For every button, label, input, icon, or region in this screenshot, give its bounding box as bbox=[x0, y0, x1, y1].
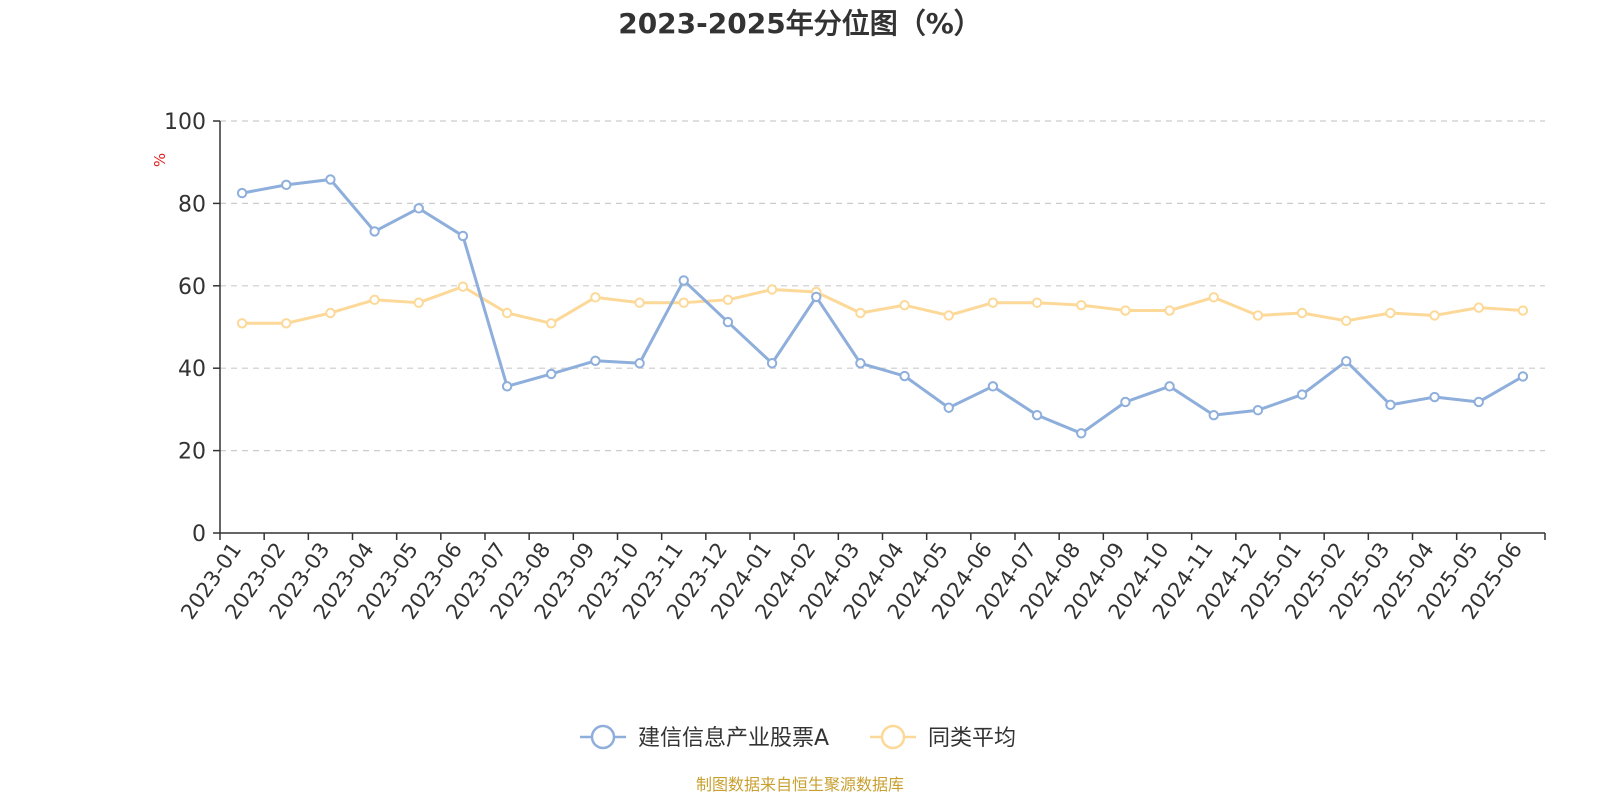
data-point[interactable] bbox=[1429, 391, 1440, 403]
legend-label: 建信信息产业股票A bbox=[638, 726, 829, 751]
data-point[interactable] bbox=[855, 307, 866, 319]
data-point[interactable] bbox=[590, 355, 601, 366]
series-0 bbox=[236, 174, 1529, 439]
data-point[interactable] bbox=[369, 226, 380, 237]
data-point[interactable] bbox=[1296, 307, 1308, 319]
data-point[interactable] bbox=[1385, 399, 1396, 411]
legend-marker bbox=[590, 724, 616, 750]
data-point[interactable] bbox=[987, 381, 999, 392]
data-point[interactable] bbox=[766, 284, 778, 295]
data-point[interactable] bbox=[1164, 305, 1175, 316]
data-point[interactable] bbox=[634, 297, 645, 308]
y-tick-label: 20 bbox=[178, 440, 206, 465]
data-point[interactable] bbox=[236, 187, 248, 199]
data-point[interactable] bbox=[413, 203, 424, 214]
data-point[interactable] bbox=[501, 307, 513, 319]
data-point[interactable] bbox=[590, 292, 601, 303]
data-point[interactable] bbox=[457, 281, 469, 292]
legend-item-0[interactable]: 建信信息产业股票A bbox=[580, 724, 829, 751]
y-tick-label: 0 bbox=[192, 522, 206, 547]
data-point[interactable] bbox=[1517, 305, 1529, 316]
data-point[interactable] bbox=[325, 307, 336, 319]
legend-marker bbox=[880, 724, 906, 750]
y-tick-label: 40 bbox=[178, 357, 206, 382]
data-point[interactable] bbox=[722, 294, 734, 306]
legend-item-1[interactable]: 同类平均 bbox=[870, 724, 1016, 751]
data-point[interactable] bbox=[1120, 396, 1131, 408]
y-tick-label: 80 bbox=[178, 192, 206, 217]
data-point[interactable] bbox=[1076, 299, 1087, 311]
data-point[interactable] bbox=[811, 291, 822, 303]
legend: 建信信息产业股票A 同类平均 bbox=[580, 724, 1016, 751]
data-point[interactable] bbox=[546, 318, 557, 329]
data-point[interactable] bbox=[236, 318, 248, 329]
legend-label: 同类平均 bbox=[928, 726, 1016, 751]
data-point[interactable] bbox=[1341, 355, 1352, 367]
data-point[interactable] bbox=[943, 310, 954, 321]
data-point[interactable] bbox=[1517, 371, 1529, 382]
data-point[interactable] bbox=[457, 230, 469, 242]
data-point[interactable] bbox=[1164, 381, 1175, 392]
data-point[interactable] bbox=[413, 297, 424, 308]
series-line bbox=[241, 178, 1524, 435]
y-axis-unit-label: % bbox=[151, 153, 169, 167]
data-point[interactable] bbox=[1429, 310, 1440, 321]
data-point[interactable] bbox=[1473, 302, 1484, 313]
source-note: 制图数据来自恒生聚源数据库 bbox=[696, 775, 904, 794]
data-point[interactable] bbox=[678, 275, 689, 286]
data-point[interactable] bbox=[1076, 428, 1087, 439]
data-point[interactable] bbox=[369, 294, 380, 306]
data-point[interactable] bbox=[1031, 409, 1043, 421]
data-point[interactable] bbox=[1208, 292, 1219, 303]
data-point[interactable] bbox=[987, 297, 999, 308]
y-tick-label: 60 bbox=[178, 275, 206, 300]
data-point[interactable] bbox=[546, 368, 557, 380]
data-point[interactable] bbox=[634, 358, 645, 369]
data-point[interactable] bbox=[501, 381, 513, 392]
y-tick-label: 100 bbox=[164, 110, 206, 135]
data-point[interactable] bbox=[1208, 409, 1219, 421]
data-point[interactable] bbox=[1252, 405, 1264, 416]
data-point[interactable] bbox=[1385, 307, 1396, 319]
series-line bbox=[242, 285, 1524, 325]
data-point[interactable] bbox=[1031, 297, 1043, 308]
data-point[interactable] bbox=[899, 370, 910, 382]
data-point[interactable] bbox=[943, 402, 954, 413]
data-point[interactable] bbox=[722, 316, 734, 328]
data-point[interactable] bbox=[281, 318, 292, 329]
data-point[interactable] bbox=[1120, 305, 1131, 316]
grid-lines bbox=[220, 120, 1545, 452]
data-point[interactable] bbox=[678, 297, 689, 308]
data-point[interactable] bbox=[1296, 389, 1308, 400]
data-point[interactable] bbox=[1473, 396, 1484, 408]
data-point[interactable] bbox=[899, 299, 910, 311]
data-point[interactable] bbox=[766, 358, 778, 369]
data-point[interactable] bbox=[281, 179, 292, 191]
series-layer bbox=[236, 174, 1529, 439]
chart-title: 2023-2025年分位图（%） bbox=[618, 7, 982, 40]
data-point[interactable] bbox=[325, 174, 336, 185]
data-point[interactable] bbox=[1341, 315, 1352, 327]
series-1 bbox=[236, 281, 1529, 329]
data-point[interactable] bbox=[1252, 310, 1264, 321]
data-point[interactable] bbox=[855, 358, 866, 369]
